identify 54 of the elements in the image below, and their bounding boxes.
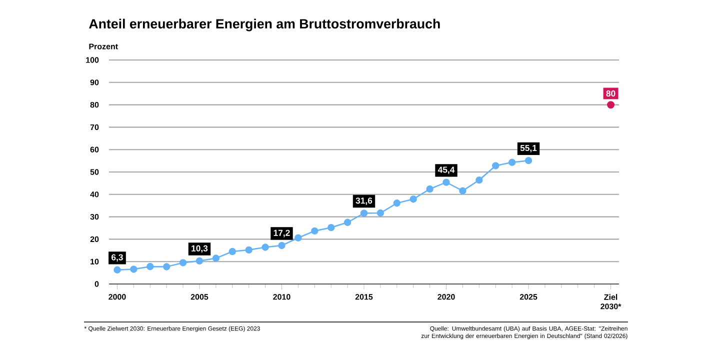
point bbox=[162, 263, 170, 270]
y-tick-label: 10 bbox=[90, 258, 99, 264]
y-tick-label: 40 bbox=[90, 192, 99, 198]
point bbox=[212, 254, 220, 262]
data-label: 17,2 bbox=[274, 230, 290, 238]
point bbox=[311, 227, 318, 235]
y-tick-label: 0 bbox=[94, 281, 99, 287]
y-tick-label: 80 bbox=[90, 102, 99, 108]
point bbox=[327, 224, 335, 232]
point bbox=[442, 178, 450, 186]
data-label: 55,1 bbox=[520, 145, 537, 152]
y-tick-label: 60 bbox=[90, 146, 99, 152]
point bbox=[393, 200, 401, 207]
data-label: 31,6 bbox=[356, 198, 372, 205]
data-label: 80 bbox=[606, 90, 616, 97]
y-tick-label: 70 bbox=[90, 124, 99, 130]
point bbox=[426, 185, 434, 193]
data-label: 6,3 bbox=[112, 254, 123, 262]
point bbox=[607, 101, 615, 109]
point bbox=[262, 244, 269, 251]
x-tick-label: 2000 bbox=[108, 294, 126, 300]
y-tick-label: 50 bbox=[90, 169, 99, 175]
y-tick-label: 20 bbox=[90, 236, 99, 242]
data-label: 10,3 bbox=[192, 245, 208, 253]
chart-title: Anteil erneuerbarer Energien am Bruttostromverbrauch bbox=[89, 18, 440, 32]
x-tick-label: 2025 bbox=[520, 294, 538, 300]
point bbox=[508, 158, 516, 166]
point bbox=[179, 259, 187, 266]
point bbox=[196, 257, 204, 265]
point bbox=[245, 246, 252, 254]
y-axis-title: Prozent bbox=[89, 44, 118, 50]
y-tick-label: 90 bbox=[90, 80, 99, 86]
point bbox=[360, 210, 368, 217]
x-tick-label: 2020 bbox=[438, 294, 455, 300]
point bbox=[114, 266, 121, 274]
point bbox=[376, 209, 384, 217]
point bbox=[492, 162, 500, 170]
point bbox=[146, 262, 154, 270]
x-tick-label: Ziel 2030* bbox=[600, 294, 622, 310]
x-tick-label: 2005 bbox=[190, 294, 208, 300]
x-tick-label: 2015 bbox=[355, 294, 373, 300]
point bbox=[476, 176, 483, 184]
data-label: 45,4 bbox=[438, 166, 455, 174]
point bbox=[278, 242, 286, 250]
y-tick-label: 100 bbox=[86, 57, 99, 63]
point bbox=[524, 156, 532, 164]
x-tick-label: 2010 bbox=[273, 294, 290, 300]
point bbox=[344, 218, 352, 226]
y-tick-label: 30 bbox=[90, 214, 99, 220]
point bbox=[459, 187, 466, 194]
point bbox=[228, 248, 236, 256]
point bbox=[410, 196, 417, 203]
point bbox=[294, 234, 302, 242]
point bbox=[130, 266, 138, 273]
